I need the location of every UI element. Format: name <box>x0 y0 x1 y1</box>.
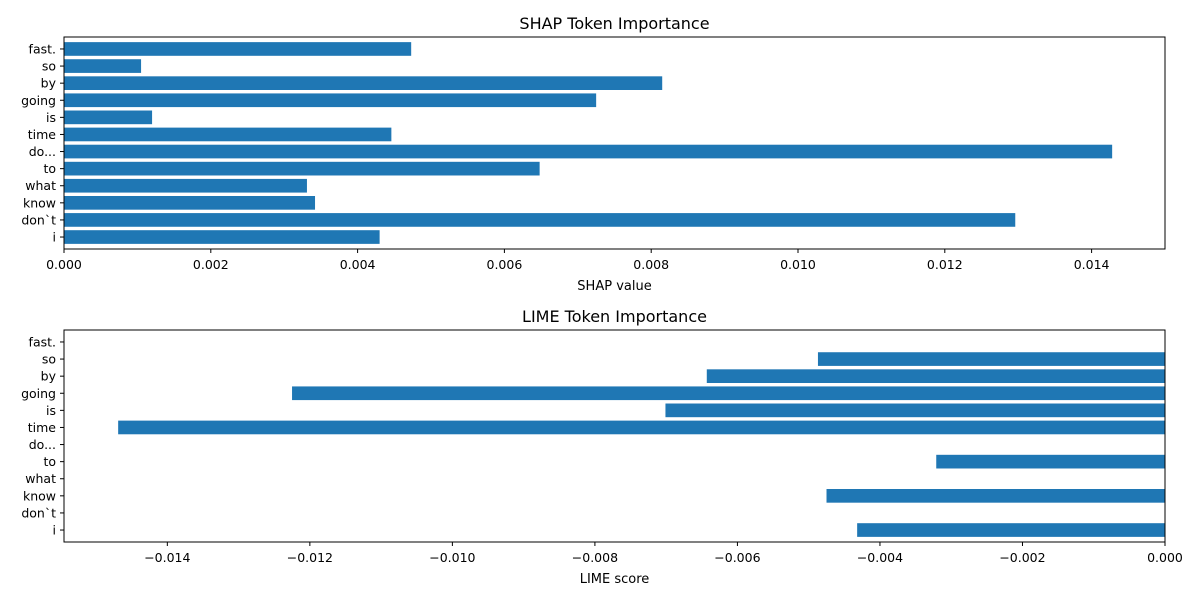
shap-x-tick-label-7: 0.014 <box>1074 257 1110 272</box>
shap-y-tick-label-3: what <box>25 178 56 193</box>
lime-y-ticks: i don`t know what to do... time is going by so fast… <box>21 334 64 538</box>
lime-x-tick-label-0: −0.014 <box>144 550 190 565</box>
lime-y-tick-label-9: by <box>41 369 57 384</box>
shap-bar-10 <box>64 59 142 73</box>
shap-bar-6 <box>64 127 392 142</box>
shap-y-tick-label-2: know <box>23 195 56 210</box>
shap-bar-0 <box>64 230 380 244</box>
lime-y-tick-label-11: fast. <box>29 334 56 349</box>
shap-x-tick-label-0: 0.000 <box>46 257 82 272</box>
lime-y-tick-label-1: don`t <box>21 505 56 520</box>
shap-x-axis-label: SHAP value <box>577 279 651 294</box>
shap-y-tick-label-10: so <box>42 59 56 74</box>
lime-bar-10 <box>817 352 1165 366</box>
lime-x-tick-label-7: 0.000 <box>1147 550 1183 565</box>
shap-bar-1 <box>64 213 1016 227</box>
shap-y-tick-label-11: fast. <box>29 41 56 56</box>
lime-bar-2 <box>826 489 1165 503</box>
shap-x-tick-label-3: 0.006 <box>487 257 523 272</box>
shap-bar-7 <box>64 110 153 125</box>
shap-bar-2 <box>64 196 316 210</box>
shap-bar-3 <box>64 178 307 193</box>
shap-y-tick-label-0: i <box>53 230 56 245</box>
shap-chart-title: SHAP Token Importance <box>519 14 709 33</box>
shap-y-ticks: i don`t know what to do... time is going by so fast… <box>21 41 64 245</box>
lime-x-tick-label-6: −0.002 <box>999 550 1045 565</box>
lime-y-tick-label-10: so <box>42 352 56 367</box>
shap-bar-8 <box>64 93 597 108</box>
lime-x-tick-label-3: −0.008 <box>572 550 618 565</box>
shap-y-tick-label-6: time <box>28 127 57 142</box>
lime-y-tick-label-0: i <box>53 523 56 538</box>
lime-bars <box>118 352 1166 537</box>
shap-x-tick-label-4: 0.008 <box>633 257 669 272</box>
lime-bar-7 <box>665 403 1165 418</box>
lime-y-tick-label-2: know <box>23 488 56 503</box>
lime-y-tick-label-3: what <box>25 471 56 486</box>
shap-y-tick-label-9: by <box>41 76 57 91</box>
lime-bar-4 <box>936 454 1165 469</box>
lime-bar-0 <box>857 523 1165 537</box>
shap-x-tick-label-2: 0.004 <box>340 257 376 272</box>
lime-bar-6 <box>118 420 1166 435</box>
shap-bars <box>64 42 1113 244</box>
lime-y-tick-label-8: going <box>21 386 56 401</box>
shap-x-tick-label-1: 0.002 <box>193 257 229 272</box>
shap-y-tick-label-4: to <box>43 161 56 176</box>
lime-chart-title: LIME Token Importance <box>522 307 707 326</box>
shap-y-tick-label-1: don`t <box>21 212 56 227</box>
shap-bar-11 <box>64 42 412 56</box>
lime-x-ticks: −0.014 −0.012 −0.010 −0.008 −0.006 −0.004 −0.0… <box>144 542 1183 565</box>
shap-bar-9 <box>64 76 663 90</box>
shap-axes-frame <box>63 36 1166 250</box>
lime-axes-frame <box>63 329 1166 543</box>
lime-y-tick-label-4: to <box>43 454 56 469</box>
lime-x-axis-label: LIME score <box>580 572 650 587</box>
lime-x-tick-label-1: −0.012 <box>287 550 333 565</box>
lime-x-tick-label-5: −0.004 <box>857 550 903 565</box>
shap-y-tick-label-8: going <box>21 93 56 108</box>
shap-x-tick-label-5: 0.010 <box>780 257 816 272</box>
lime-y-tick-label-7: is <box>46 403 56 418</box>
shap-y-tick-label-7: is <box>46 110 56 125</box>
lime-y-tick-label-5: do... <box>29 437 56 452</box>
lime-x-tick-label-2: −0.010 <box>429 550 475 565</box>
shap-y-tick-label-5: do... <box>29 144 56 159</box>
shap-bar-5 <box>64 144 1113 159</box>
shap-x-tick-label-6: 0.012 <box>927 257 963 272</box>
lime-x-tick-label-4: −0.006 <box>714 550 760 565</box>
shap-panel: SHAP Token Importance i don`t know what to do… <box>21 14 1166 294</box>
shap-bar-4 <box>64 161 540 176</box>
shap-x-ticks: 0.000 0.002 0.004 0.006 0.008 0.010 0.012 0.014 <box>46 249 1110 272</box>
lime-bar-9 <box>706 369 1165 383</box>
lime-bar-8 <box>292 386 1166 401</box>
lime-panel: LIME Token Importance i don`t know what to do… <box>21 307 1183 587</box>
lime-y-tick-label-6: time <box>28 420 57 435</box>
